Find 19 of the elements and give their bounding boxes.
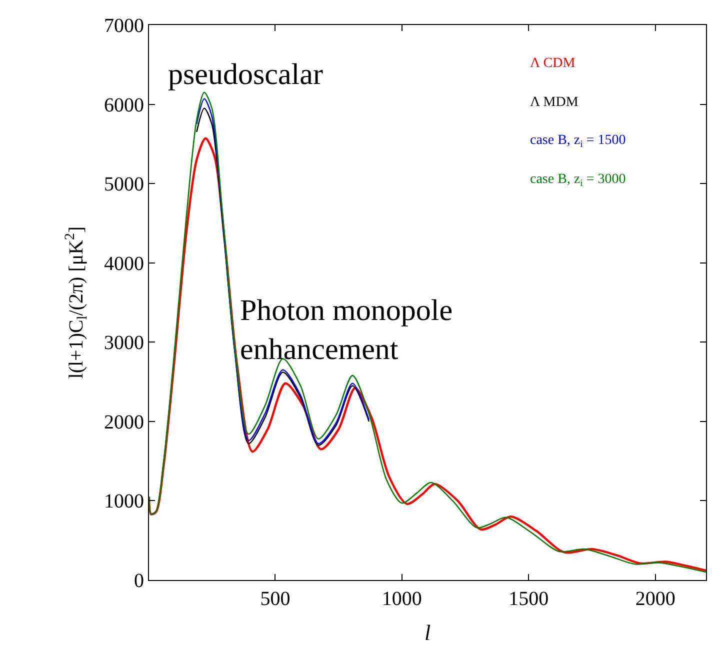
x-tick-label: 500 — [260, 588, 290, 610]
y-tick-label: 1000 — [104, 490, 144, 513]
x-tick-label: 2000 — [635, 588, 676, 610]
text: case B, z$_{i}$ = 3000 — [530, 172, 626, 189]
x-tick-label: 1500 — [508, 588, 549, 610]
y-tick-label: 7000 — [104, 15, 144, 37]
y-tick-label: 4000 — [104, 252, 144, 275]
x-tick-label: 1000 — [382, 588, 422, 610]
y-tick-label: 6000 — [104, 94, 144, 116]
x-axis-title: l — [424, 620, 431, 645]
annotation: Photon monopole enhancement — [240, 294, 453, 366]
text: case B, z$_{i}$ = 1500 — [530, 133, 626, 150]
text: Λ MDM — [530, 95, 579, 110]
y-tick-label: 3000 — [104, 332, 144, 354]
text: Λ CDM — [530, 56, 576, 71]
y-tick-label: 0 — [134, 570, 144, 592]
y-tick-label: 2000 — [104, 411, 144, 434]
y-tick-label: 5000 — [104, 174, 144, 196]
annotation: pseudoscalar — [168, 58, 323, 91]
